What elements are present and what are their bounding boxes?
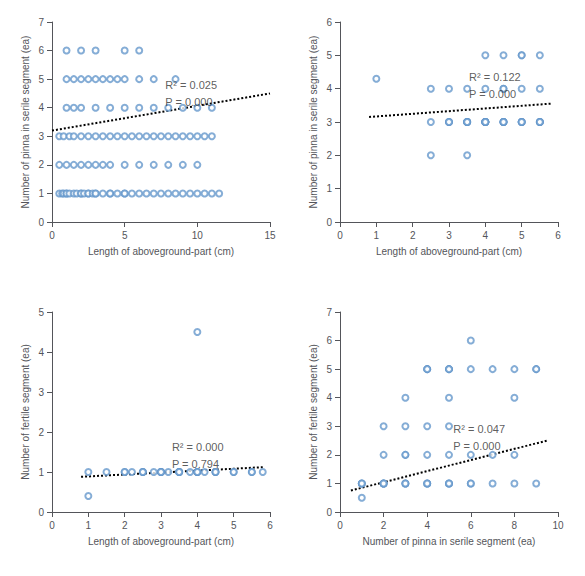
svg-text:6: 6: [555, 230, 561, 241]
svg-text:4: 4: [326, 83, 332, 94]
svg-text:3: 3: [446, 230, 452, 241]
svg-text:1: 1: [38, 188, 44, 199]
svg-text:3: 3: [326, 421, 332, 432]
svg-text:Length of aboveground-part (cm: Length of aboveground-part (cm): [376, 246, 522, 257]
svg-text:Number of fertile segment (ea): Number of fertile segment (ea): [308, 344, 319, 480]
svg-text:2: 2: [381, 520, 387, 531]
svg-text:7: 7: [38, 17, 44, 28]
svg-text:6: 6: [326, 17, 332, 28]
svg-text:6: 6: [326, 335, 332, 346]
svg-text:0: 0: [38, 217, 44, 228]
svg-text:2: 2: [38, 159, 44, 170]
svg-text:0: 0: [49, 520, 55, 531]
svg-text:R² = 0.025: R² = 0.025: [165, 79, 217, 91]
svg-text:1: 1: [38, 467, 44, 478]
svg-text:5: 5: [38, 307, 44, 318]
svg-text:P = 0.000: P = 0.000: [453, 440, 500, 452]
svg-text:0: 0: [337, 520, 343, 531]
svg-text:6: 6: [38, 45, 44, 56]
svg-text:Number of pinna in serile segm: Number of pinna in serile segment (ea): [363, 536, 536, 547]
svg-text:3: 3: [38, 131, 44, 142]
svg-text:Number of pinna in serile segm: Number of pinna in serile segment (ea): [308, 36, 319, 209]
svg-text:R² = 0.122: R² = 0.122: [469, 71, 521, 83]
svg-text:2: 2: [326, 449, 332, 460]
svg-text:7: 7: [326, 307, 332, 318]
svg-text:10: 10: [552, 520, 564, 531]
svg-text:4: 4: [38, 102, 44, 113]
svg-text:P = 0.000: P = 0.000: [469, 88, 516, 100]
svg-text:6: 6: [267, 520, 273, 531]
svg-text:2: 2: [410, 230, 416, 241]
svg-text:Number of pinna in serile segm: Number of pinna in serile segment (ea): [20, 36, 31, 209]
svg-text:5: 5: [122, 230, 128, 241]
svg-text:1: 1: [374, 230, 380, 241]
svg-text:2: 2: [38, 427, 44, 438]
svg-text:3: 3: [38, 387, 44, 398]
svg-text:15: 15: [264, 230, 276, 241]
svg-text:3: 3: [158, 520, 164, 531]
svg-text:5: 5: [326, 364, 332, 375]
svg-text:P = 0.794: P = 0.794: [172, 458, 219, 470]
svg-text:6: 6: [468, 520, 474, 531]
svg-text:Length of aboveground-part (cm: Length of aboveground-part (cm): [88, 536, 234, 547]
svg-text:5: 5: [231, 520, 237, 531]
svg-text:0: 0: [38, 507, 44, 518]
svg-text:R² = 0.047: R² = 0.047: [453, 423, 505, 435]
svg-text:0: 0: [49, 230, 55, 241]
svg-text:4: 4: [424, 520, 430, 531]
svg-text:5: 5: [38, 74, 44, 85]
svg-text:4: 4: [195, 520, 201, 531]
svg-text:8: 8: [512, 520, 518, 531]
svg-text:2: 2: [122, 520, 128, 531]
svg-text:Length of aboveground-part (cm: Length of aboveground-part (cm): [88, 246, 234, 257]
svg-text:4: 4: [326, 392, 332, 403]
svg-text:1: 1: [326, 183, 332, 194]
svg-text:10: 10: [192, 230, 204, 241]
svg-text:1: 1: [326, 478, 332, 489]
svg-text:4: 4: [483, 230, 489, 241]
svg-text:5: 5: [326, 50, 332, 61]
svg-text:0: 0: [326, 217, 332, 228]
svg-text:5: 5: [519, 230, 525, 241]
svg-text:R² = 0.000: R² = 0.000: [172, 441, 224, 453]
svg-text:2: 2: [326, 150, 332, 161]
svg-text:Number of fertile segment (ea): Number of fertile segment (ea): [20, 344, 31, 480]
svg-text:1: 1: [86, 520, 92, 531]
svg-text:0: 0: [337, 230, 343, 241]
svg-text:0: 0: [326, 507, 332, 518]
svg-text:3: 3: [326, 117, 332, 128]
svg-text:4: 4: [38, 347, 44, 358]
svg-text:P = 0.000: P = 0.000: [165, 96, 212, 108]
